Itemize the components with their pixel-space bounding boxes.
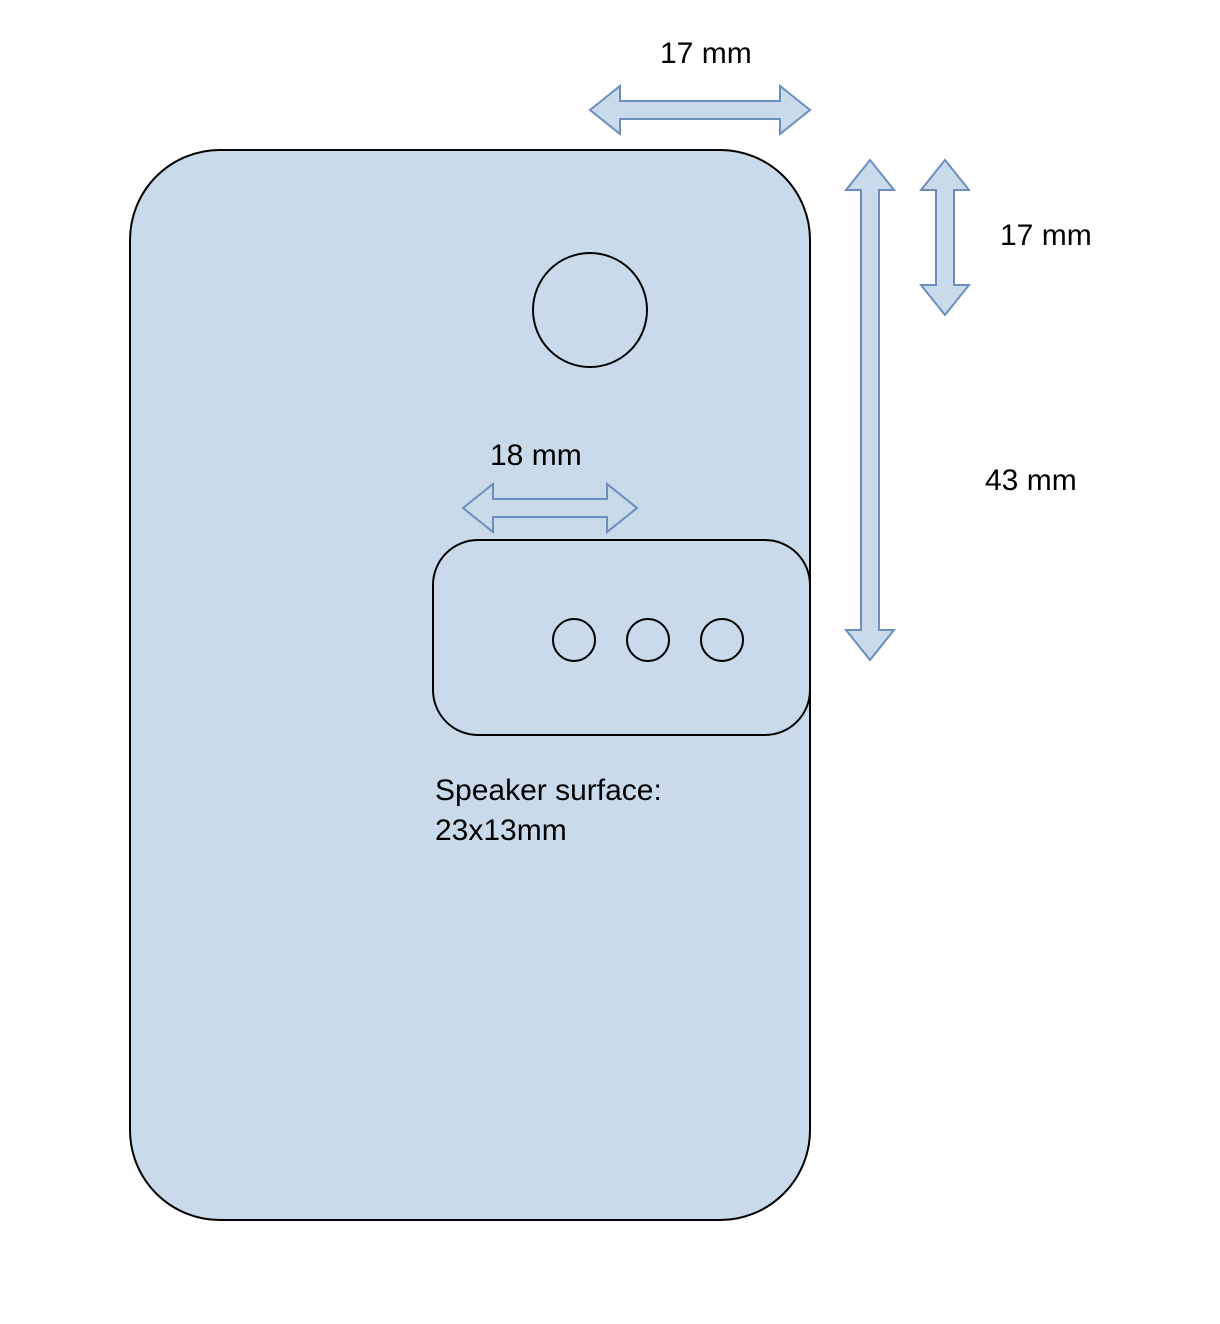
speaker-hole-1 xyxy=(553,619,595,661)
note-line-1: Speaker surface: xyxy=(435,774,662,807)
dim-arrow-right-short xyxy=(921,160,969,315)
speaker-hole-3 xyxy=(701,619,743,661)
dim-label-top: 17 mm xyxy=(660,37,752,70)
camera-lens xyxy=(533,253,647,367)
dim-label-right-short: 17 mm xyxy=(1000,219,1092,252)
speaker-panel xyxy=(433,540,810,735)
dim-label-right-long: 43 mm xyxy=(985,464,1077,497)
speaker-hole-2 xyxy=(627,619,669,661)
note-line-2: 23x13mm xyxy=(435,814,567,847)
dim-arrow-right-long xyxy=(846,160,894,660)
dim-label-speaker: 18 mm xyxy=(490,439,582,472)
dim-arrow-top xyxy=(590,86,810,134)
